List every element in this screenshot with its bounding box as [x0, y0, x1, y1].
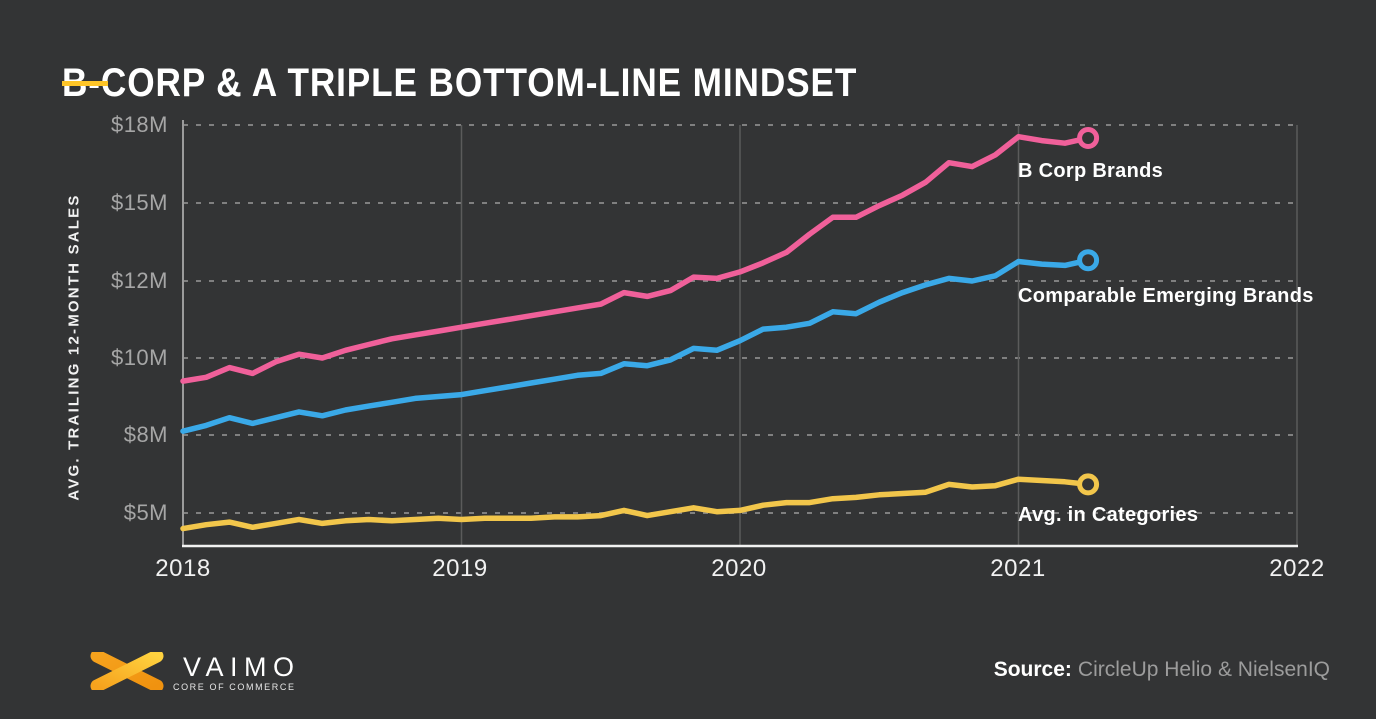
- series-line-avg-in-categories: [180, 476, 1091, 532]
- x-tick-2020: 2020: [711, 555, 767, 582]
- y-tick-5m: $5M: [123, 500, 168, 525]
- source-attribution: Source: CircleUp Helio & NielsenIQ: [994, 658, 1330, 682]
- vaimo-logo: VAIMO CORE OF COMMERCE: [90, 650, 310, 706]
- series-label-avg-in-categories: Avg. in Categories: [1018, 504, 1199, 526]
- series-line-b-corp-brands: [180, 133, 1091, 384]
- endpoint-ring-b-corp-brands: [1077, 127, 1100, 149]
- source-value: CircleUp Helio & NielsenIQ: [1077, 658, 1330, 681]
- series-label-comparable-emerging-brands: Comparable Emerging Brands: [1018, 285, 1314, 307]
- y-tick-12m: $12M: [110, 268, 168, 293]
- x-tick-2019: 2019: [432, 555, 488, 582]
- y-tick-8m: $8M: [123, 422, 168, 447]
- x-tick-2022: 2022: [1269, 555, 1325, 582]
- x-tick-2021: 2021: [990, 555, 1046, 582]
- vaimo-x-icon: [90, 652, 164, 690]
- series-label-b-corp-brands: B Corp Brands: [1018, 160, 1164, 182]
- page-title: B-CORP & A TRIPLE BOTTOM-LINE MINDSET: [62, 60, 858, 105]
- vaimo-wordmark: VAIMO: [182, 652, 301, 682]
- series-line-comparable-emerging-brands: [180, 257, 1091, 434]
- endpoint-ring-avg-in-categories: [1077, 473, 1100, 496]
- x-tick-2018: 2018: [155, 555, 211, 582]
- y-tick-10m: $10M: [110, 345, 168, 370]
- vaimo-tagline: CORE OF COMMERCE: [172, 682, 296, 692]
- y-tick-15m: $15M: [110, 190, 168, 215]
- endpoint-ring-comparable-emerging-brands: [1077, 249, 1100, 272]
- title-underline-accent: [62, 81, 108, 86]
- source-label: Source:: [993, 658, 1072, 681]
- y-tick-18m: $18M: [110, 112, 168, 137]
